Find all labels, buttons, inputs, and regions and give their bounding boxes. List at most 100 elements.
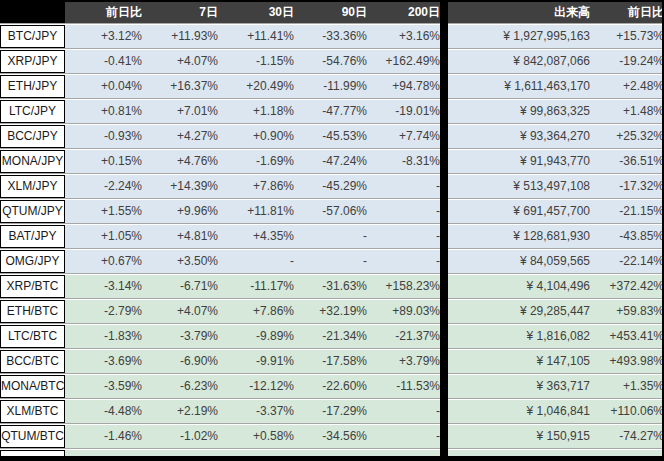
change-cell: +11.81% — [218, 200, 294, 223]
change-cell: -3.79% — [142, 325, 218, 348]
change-cell: - — [367, 250, 440, 273]
change-cell: -4.48% — [65, 400, 142, 423]
volume-cell: ¥ 1,046,841 — [448, 400, 590, 423]
volume-cell: ¥ 1,611,463,170 — [448, 75, 590, 98]
volume-cell: ¥ 99,863,325 — [448, 100, 590, 123]
pair-label: ETH/BTC — [0, 300, 65, 323]
pair-label: QTUM/BTC — [0, 425, 65, 448]
change-cell: +1.05% — [65, 225, 142, 248]
change-cell: -2.24% — [65, 175, 142, 198]
change-cell: - — [367, 200, 440, 223]
volume-cell: ¥ 691,457,700 — [448, 200, 590, 223]
change-cell: -6.23% — [142, 375, 218, 398]
volume-change-cell: +493.98% — [590, 350, 664, 373]
pair-label: QTUM/JPY — [0, 200, 65, 223]
volume-cell: ¥ 513,497,108 — [448, 175, 590, 198]
table-row: ETH/JPY+0.04%+16.37%+20.49%-11.99%+94.78… — [0, 75, 664, 98]
volume-cell: ¥ 93,364,270 — [448, 125, 590, 148]
change-cell: +0.04% — [65, 75, 142, 98]
change-cell: +4.35% — [218, 225, 294, 248]
change-cell: -45.53% — [294, 125, 367, 148]
table-body: BTC/JPY+3.12%+11.93%+11.41%-33.36%+3.16%… — [0, 25, 664, 461]
change-cell: - — [367, 175, 440, 198]
table-row: QTUM/JPY+1.55%+9.96%+11.81%-57.06%-¥ 691… — [0, 200, 664, 223]
change-cell: -34.56% — [294, 425, 367, 448]
change-cell: -57.06% — [294, 200, 367, 223]
volume-change-cell: +15.73% — [590, 25, 664, 48]
change-cell: +0.15% — [65, 150, 142, 173]
change-cell: +162.49% — [367, 50, 440, 73]
change-cell: -3.14% — [65, 275, 142, 298]
change-cell: -11.53% — [367, 375, 440, 398]
volume-change-cell: +59.83% — [590, 300, 664, 323]
change-cell: +4.07% — [142, 50, 218, 73]
table-row: ETH/BTC-2.79%+4.07%+7.86%+32.19%+89.03%¥… — [0, 300, 664, 323]
change-cell: - — [294, 250, 367, 273]
change-cell: +158.23% — [367, 275, 440, 298]
change-cell: -0.41% — [65, 50, 142, 73]
pair-label: OMG/JPY — [0, 250, 65, 273]
change-cell: +11.93% — [142, 25, 218, 48]
change-cell: -1.69% — [218, 150, 294, 173]
change-cell: -1.46% — [65, 425, 142, 448]
market-table: 前日比 7日 30日 90日 200日 出来高 前日比 BTC/JPY+3.12… — [0, 0, 664, 461]
change-cell: -9.91% — [218, 350, 294, 373]
change-cell: -3.59% — [65, 375, 142, 398]
change-cell: -21.37% — [367, 325, 440, 348]
table-border-bottom — [0, 456, 664, 461]
change-cell: -22.60% — [294, 375, 367, 398]
column-header-daily-change: 前日比 — [65, 2, 142, 23]
volume-change-cell: -17.32% — [590, 175, 664, 198]
volume-change-cell: -19.24% — [590, 50, 664, 73]
change-cell: -3.37% — [218, 400, 294, 423]
change-cell: -11.99% — [294, 75, 367, 98]
change-cell: -1.02% — [142, 425, 218, 448]
change-cell: +3.16% — [367, 25, 440, 48]
volume-change-cell: +1.35% — [590, 375, 664, 398]
change-cell: +0.81% — [65, 100, 142, 123]
table-row: MONA/JPY+0.15%+4.76%-1.69%-47.24%-8.31%¥… — [0, 150, 664, 173]
volume-change-cell: -43.85% — [590, 225, 664, 248]
volume-cell: ¥ 128,681,930 — [448, 225, 590, 248]
volume-cell: ¥ 147,105 — [448, 350, 590, 373]
table-row: XLM/JPY-2.24%+14.39%+7.86%-45.29%-¥ 513,… — [0, 175, 664, 198]
change-cell: +0.90% — [218, 125, 294, 148]
pair-label: BCC/JPY — [0, 125, 65, 148]
change-cell: +3.50% — [142, 250, 218, 273]
volume-cell: ¥ 150,915 — [448, 425, 590, 448]
volume-cell: ¥ 1,927,995,163 — [448, 25, 590, 48]
change-cell: -17.29% — [294, 400, 367, 423]
volume-change-cell: +1.48% — [590, 100, 664, 123]
column-header-200d: 200日 — [367, 2, 440, 23]
change-cell: - — [367, 425, 440, 448]
change-cell: +9.96% — [142, 200, 218, 223]
change-cell: -19.01% — [367, 100, 440, 123]
change-cell: -1.83% — [65, 325, 142, 348]
table-row: BCC/JPY-0.93%+4.27%+0.90%-45.53%+7.74%¥ … — [0, 125, 664, 148]
column-header-90d: 90日 — [294, 2, 367, 23]
pair-label: MONA/BTC — [0, 375, 65, 398]
change-cell: +7.01% — [142, 100, 218, 123]
change-cell: +94.78% — [367, 75, 440, 98]
volume-cell: ¥ 1,816,082 — [448, 325, 590, 348]
change-cell: +1.55% — [65, 200, 142, 223]
table-border-top — [0, 0, 664, 2]
change-cell: -54.76% — [294, 50, 367, 73]
change-cell: -12.12% — [218, 375, 294, 398]
table-row: OMG/JPY+0.67%+3.50%---¥ 84,059,565-22.14… — [0, 250, 664, 273]
volume-change-cell: +25.32% — [590, 125, 664, 148]
column-header-30d: 30日 — [218, 2, 294, 23]
pair-label: BCC/BTC — [0, 350, 65, 373]
table-row: BCC/BTC-3.69%-6.90%-9.91%-17.58%+3.79%¥ … — [0, 350, 664, 373]
change-cell: -17.58% — [294, 350, 367, 373]
change-cell: +20.49% — [218, 75, 294, 98]
column-header-volume: 出来高 — [448, 2, 590, 23]
change-cell: +7.86% — [218, 175, 294, 198]
change-cell: +7.74% — [367, 125, 440, 148]
pair-label: XRP/BTC — [0, 275, 65, 298]
header-row: 前日比 7日 30日 90日 200日 出来高 前日比 — [0, 2, 664, 23]
change-cell: +2.19% — [142, 400, 218, 423]
change-cell: -1.15% — [218, 50, 294, 73]
volume-cell: ¥ 4,104,496 — [448, 275, 590, 298]
change-cell: -3.69% — [65, 350, 142, 373]
